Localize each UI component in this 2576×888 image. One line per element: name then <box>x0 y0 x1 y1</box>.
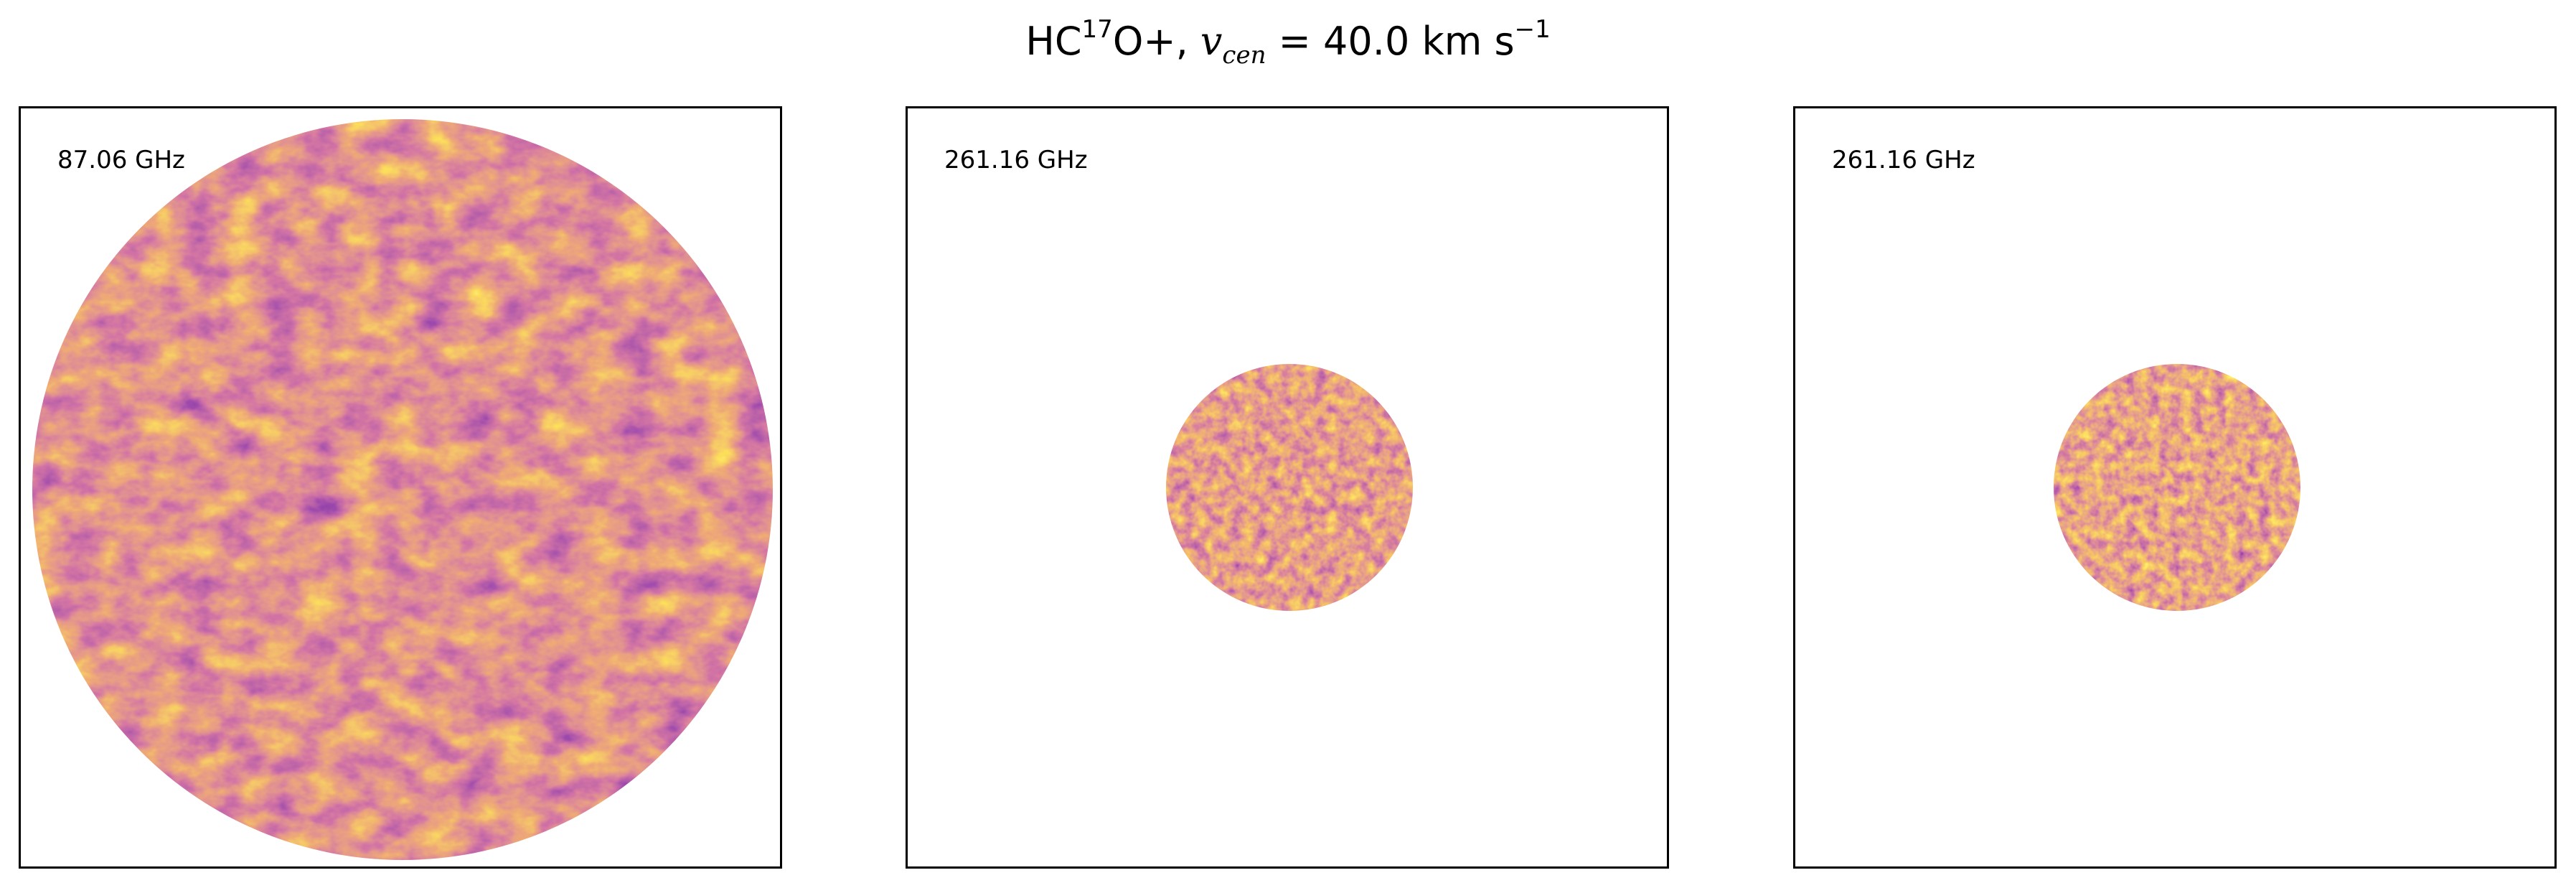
map-image-3 <box>2054 364 2300 611</box>
emission-map-1 <box>32 119 773 860</box>
title-velocity-subscript: cen <box>1222 41 1266 70</box>
image-panel-2: 261.16 GHz <box>906 106 1669 869</box>
title-species-rest: O+, <box>1112 19 1200 64</box>
emission-map-3 <box>2054 364 2300 611</box>
frequency-label-1: 87.06 GHz <box>57 146 185 174</box>
frequency-label-2: 261.16 GHz <box>944 146 1088 174</box>
title-species: HC <box>1025 19 1082 64</box>
image-panel-1: 87.06 GHz <box>19 106 782 869</box>
title-velocity-value: = 40.0 km s <box>1266 19 1515 64</box>
map-image-1 <box>32 119 773 860</box>
title-velocity-exponent: −1 <box>1514 15 1551 44</box>
figure-title: HC17O+, vcen = 40.0 km s−1 <box>0 13 2576 70</box>
emission-map-2 <box>1166 364 1413 611</box>
image-panel-3: 261.16 GHz <box>1793 106 2557 869</box>
map-image-2 <box>1166 364 1413 611</box>
title-velocity-symbol: v <box>1200 19 1223 64</box>
frequency-label-3: 261.16 GHz <box>1832 146 1975 174</box>
title-isotope: 17 <box>1081 15 1113 44</box>
